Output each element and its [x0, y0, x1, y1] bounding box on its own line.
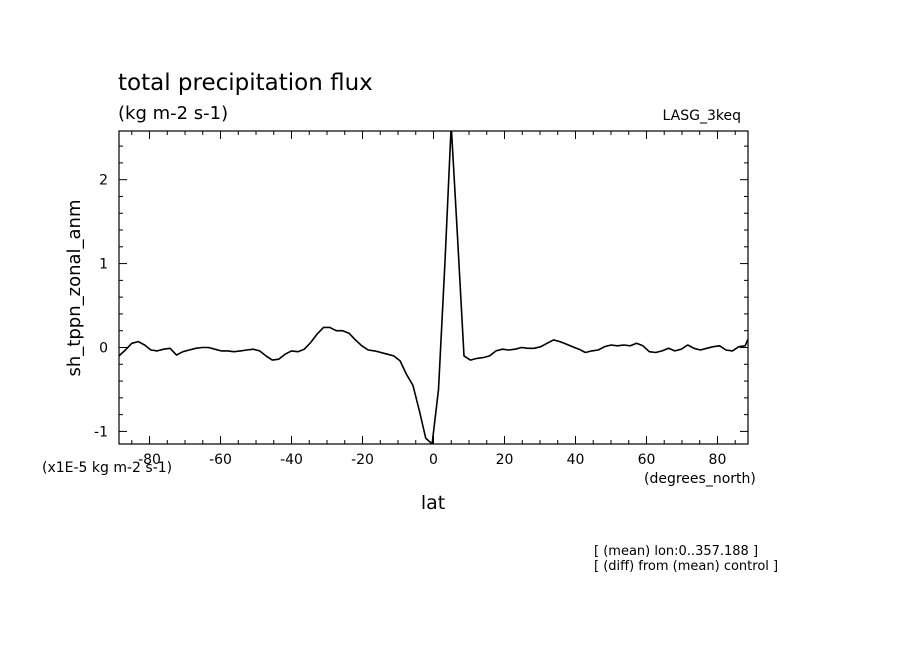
series-line	[119, 131, 748, 444]
x-tick-label: -80	[138, 452, 161, 468]
x-tick-label: 20	[496, 452, 514, 468]
run-label: LASG_3keq	[663, 108, 741, 124]
x-tick-label: -40	[280, 452, 303, 468]
y-axis-label: sh_tppn_zonal_anm	[64, 200, 85, 377]
x-tick-label: 60	[638, 452, 656, 468]
x-tick-label: 0	[429, 452, 438, 468]
annotation-diff: [ (diff) from (mean) control ]	[594, 559, 778, 574]
plot-frame	[118, 130, 749, 445]
y-tick-label: 0	[99, 340, 108, 356]
x-tick-label: 40	[567, 452, 585, 468]
chart-subtitle: (kg m-2 s-1)	[118, 103, 228, 124]
x-units: (degrees_north)	[644, 471, 756, 487]
x-tick-label: -20	[351, 452, 374, 468]
y-tick-label: 1	[99, 257, 108, 273]
series-layer	[119, 131, 748, 444]
y-scale-note: (x1E-5 kg m-2 s-1)	[42, 460, 172, 476]
chart-title: total precipitation flux	[118, 70, 373, 96]
annotation-mean-lon: [ (mean) lon:0..357.188 ]	[594, 544, 758, 559]
y-tick-label: -1	[94, 424, 108, 440]
y-tick-label: 2	[99, 173, 108, 189]
axes: -80 -60 -40 -20 0 20 40 60 80 -1 0 1 2	[94, 131, 748, 468]
x-axis-label: lat	[421, 492, 445, 514]
x-tick-label: -60	[209, 452, 232, 468]
x-tick-label: 80	[709, 452, 727, 468]
